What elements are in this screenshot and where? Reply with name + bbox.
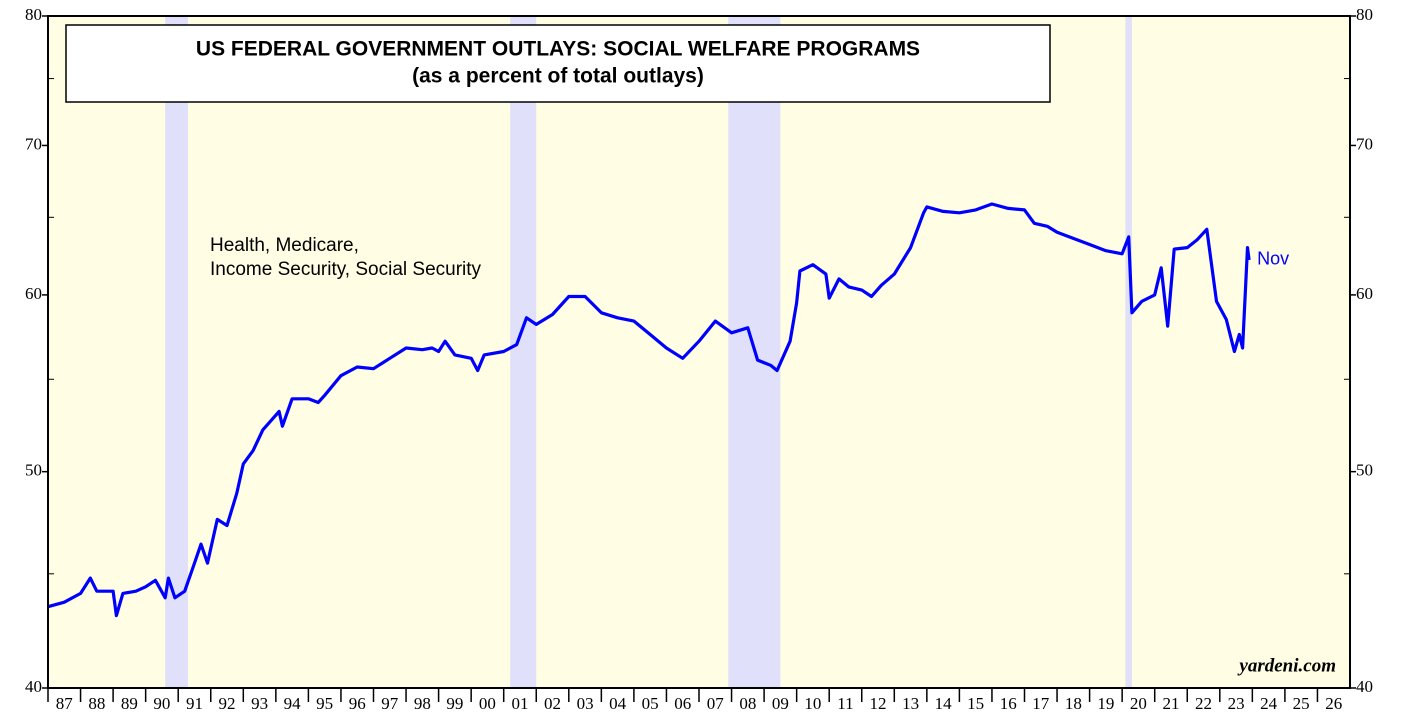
x-tick-label: 02 bbox=[544, 694, 561, 713]
x-tick-label: 04 bbox=[609, 694, 627, 713]
x-tick-label: 15 bbox=[967, 694, 984, 713]
x-tick-label: 98 bbox=[414, 694, 431, 713]
annotation: Income Security, Social Security bbox=[210, 259, 482, 280]
y-tick-label: 80 bbox=[25, 5, 42, 24]
x-tick-label: 92 bbox=[219, 694, 236, 713]
y-tick-label: 60 bbox=[1356, 284, 1373, 303]
x-tick-label: 20 bbox=[1130, 694, 1147, 713]
y-tick-label: 80 bbox=[1356, 5, 1373, 24]
x-tick-label: 13 bbox=[902, 694, 919, 713]
x-tick-label: 12 bbox=[870, 694, 887, 713]
y-tick-label: 60 bbox=[25, 284, 42, 303]
source: yardeni.com bbox=[1237, 655, 1336, 676]
x-tick-label: 96 bbox=[349, 694, 366, 713]
x-tick-label: 87 bbox=[56, 694, 74, 713]
x-tick-label: 18 bbox=[1065, 694, 1082, 713]
x-tick-label: 00 bbox=[479, 694, 496, 713]
x-tick-label: 06 bbox=[674, 694, 691, 713]
x-tick-label: 89 bbox=[121, 694, 138, 713]
x-tick-label: 94 bbox=[284, 694, 302, 713]
y-tick-label: 40 bbox=[25, 677, 42, 696]
chart-title: US FEDERAL GOVERNMENT OUTLAYS: SOCIAL WE… bbox=[196, 38, 920, 61]
x-tick-label: 05 bbox=[642, 694, 659, 713]
x-tick-label: 99 bbox=[446, 694, 463, 713]
y-tick-label: 70 bbox=[25, 134, 42, 153]
end-label: Nov bbox=[1257, 249, 1289, 269]
x-tick-label: 10 bbox=[804, 694, 821, 713]
x-tick-label: 14 bbox=[935, 694, 953, 713]
x-tick-label: 16 bbox=[1000, 694, 1017, 713]
x-tick-label: 26 bbox=[1325, 694, 1342, 713]
x-tick-label: 25 bbox=[1293, 694, 1310, 713]
x-tick-label: 17 bbox=[1032, 694, 1050, 713]
y-tick-label: 70 bbox=[1356, 134, 1373, 153]
x-tick-label: 93 bbox=[251, 694, 268, 713]
annotation: Health, Medicare, bbox=[210, 235, 359, 256]
x-tick-label: 24 bbox=[1260, 694, 1278, 713]
recession-band bbox=[165, 16, 188, 688]
chart-subtitle: (as a percent of total outlays) bbox=[412, 65, 704, 88]
x-tick-label: 11 bbox=[837, 694, 853, 713]
x-tick-label: 88 bbox=[88, 694, 105, 713]
x-tick-label: 07 bbox=[707, 694, 725, 713]
title-box bbox=[65, 24, 1051, 103]
x-tick-label: 19 bbox=[1097, 694, 1114, 713]
x-tick-label: 22 bbox=[1195, 694, 1212, 713]
x-tick-label: 03 bbox=[577, 694, 594, 713]
data-line bbox=[47, 202, 1251, 618]
y-tick-label: 40 bbox=[1356, 677, 1373, 696]
recession-band bbox=[510, 16, 537, 688]
x-tick-label: 97 bbox=[381, 694, 399, 713]
x-tick-label: 95 bbox=[316, 694, 333, 713]
recession-band bbox=[1125, 16, 1132, 688]
y-tick-label: 50 bbox=[1356, 461, 1373, 480]
x-tick-label: 01 bbox=[511, 694, 528, 713]
x-tick-label: 08 bbox=[739, 694, 756, 713]
plot-background bbox=[48, 16, 1350, 688]
x-tick-label: 21 bbox=[1162, 694, 1179, 713]
x-tick-label: 90 bbox=[153, 694, 170, 713]
y-tick-label: 50 bbox=[25, 461, 42, 480]
x-tick-label: 23 bbox=[1228, 694, 1245, 713]
x-tick-label: 09 bbox=[772, 694, 789, 713]
x-tick-label: 91 bbox=[186, 694, 203, 713]
